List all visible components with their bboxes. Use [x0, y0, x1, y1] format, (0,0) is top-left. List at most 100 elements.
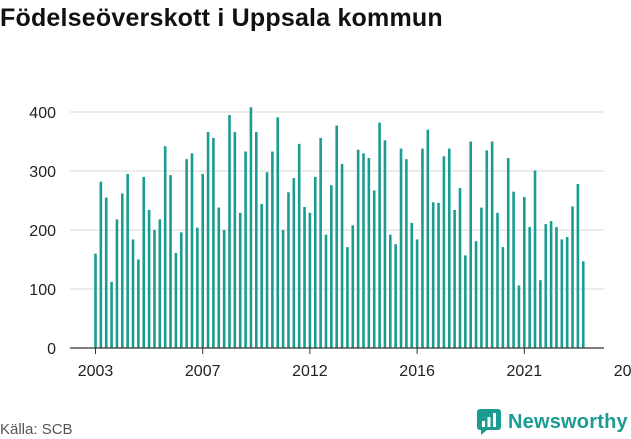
axes: 0 100 200 300 400 2003 2007 2012 2016 2021 2025	[29, 105, 631, 380]
bar	[565, 237, 569, 348]
bar	[313, 176, 317, 348]
bar	[528, 227, 531, 348]
bar	[367, 158, 371, 348]
brand-name: Newsworthy	[508, 410, 628, 433]
bar	[474, 241, 478, 348]
bar	[453, 209, 456, 348]
bar	[276, 117, 280, 348]
bar	[206, 132, 210, 348]
bar	[158, 219, 162, 348]
bars	[94, 107, 585, 349]
bar	[131, 239, 135, 348]
bar	[469, 141, 472, 348]
chart-title: Födelseöverskott i Uppsala kommun	[0, 4, 443, 32]
bar	[506, 158, 510, 348]
bar	[394, 244, 397, 348]
bar	[340, 163, 344, 348]
bar	[217, 207, 221, 348]
bar	[581, 261, 585, 348]
bar	[405, 159, 408, 348]
bar	[126, 173, 129, 348]
bar	[137, 259, 140, 348]
bar	[319, 137, 322, 348]
bar	[121, 193, 124, 348]
x-tick-label: 2016	[399, 363, 435, 380]
bar	[228, 114, 231, 348]
bar	[249, 107, 253, 348]
y-tick-label: 0	[47, 341, 56, 358]
bar	[346, 247, 349, 348]
bar	[287, 192, 290, 348]
bar	[362, 153, 365, 348]
bar	[153, 230, 156, 348]
bar	[104, 197, 108, 348]
bar	[560, 239, 564, 348]
bar	[555, 227, 558, 348]
bar	[571, 206, 574, 348]
bar	[544, 224, 548, 348]
y-tick-label: 200	[29, 223, 56, 240]
bar	[142, 176, 146, 348]
bar	[179, 232, 183, 348]
bar	[490, 141, 494, 348]
bar	[147, 209, 151, 348]
bar	[110, 281, 113, 348]
x-tick-label: 2025	[614, 363, 631, 380]
bar	[201, 173, 204, 348]
bar	[163, 146, 167, 348]
bar	[174, 253, 178, 348]
bar	[501, 247, 505, 348]
bar	[442, 156, 446, 348]
x-tick-label: 2012	[292, 363, 328, 380]
bar	[260, 204, 263, 348]
bar	[281, 230, 285, 348]
bar	[410, 222, 414, 348]
bar	[233, 132, 237, 348]
bar	[485, 150, 489, 348]
bar	[523, 196, 526, 348]
bar	[576, 183, 580, 348]
bar	[292, 178, 296, 348]
y-tick-label: 300	[29, 164, 56, 181]
bar	[238, 212, 242, 348]
bar	[303, 206, 306, 348]
bar	[517, 285, 521, 348]
bar	[115, 219, 119, 348]
bar	[480, 207, 483, 348]
bar	[539, 280, 542, 348]
bar	[421, 148, 424, 348]
bar	[255, 132, 258, 348]
bar	[464, 255, 467, 348]
bar	[297, 143, 301, 348]
bar	[496, 212, 499, 348]
bar	[212, 137, 215, 348]
bar	[244, 151, 247, 348]
bar	[431, 202, 435, 348]
source-label: Källa: SCB	[0, 421, 73, 438]
bar	[308, 212, 312, 348]
bar	[378, 122, 381, 349]
bar	[330, 185, 333, 348]
bar	[185, 159, 188, 348]
bar	[399, 148, 403, 348]
bar	[265, 172, 269, 348]
bar	[512, 191, 515, 348]
x-tick-label: 2007	[185, 363, 221, 380]
bar	[335, 125, 338, 348]
bar	[356, 149, 360, 348]
bar	[383, 140, 387, 348]
bar	[351, 225, 355, 348]
x-tick-label: 2021	[507, 363, 543, 380]
y-tick-label: 100	[29, 282, 56, 299]
bar	[196, 227, 199, 348]
bar	[99, 181, 103, 348]
bar	[372, 190, 376, 348]
x-tick-label: 2003	[78, 363, 114, 380]
bar	[415, 239, 419, 348]
bar	[426, 129, 430, 348]
bar	[437, 202, 440, 348]
bar	[549, 221, 553, 348]
newsworthy-logo-icon	[477, 409, 501, 435]
bar	[458, 188, 462, 348]
